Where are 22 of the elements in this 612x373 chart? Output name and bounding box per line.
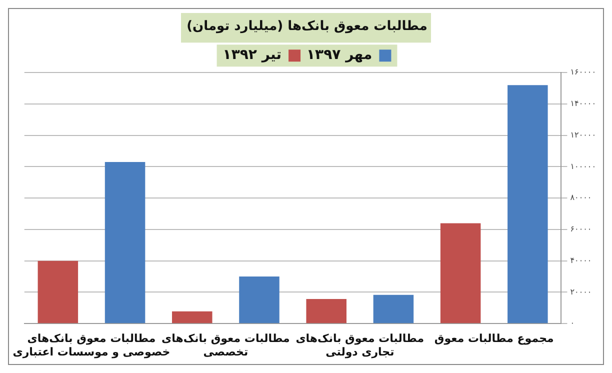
y-tick-label: ۶۰۰۰۰ xyxy=(570,224,592,234)
y-tick-label: ۱۶۰۰۰۰ xyxy=(570,68,596,77)
bar xyxy=(239,276,280,324)
x-tick-label: مطالبات معوق بانک‌های تجاری دولتی xyxy=(296,332,424,358)
y-tick-label: ۲۰۰۰۰ xyxy=(570,287,592,296)
y-tick-label: ۴۰۰۰۰ xyxy=(570,256,592,265)
bar xyxy=(440,223,481,324)
legend-label: مهر ۱۳۹۷ xyxy=(306,47,372,64)
y-tick-label: ۰ xyxy=(570,318,575,328)
bar xyxy=(306,298,346,324)
chart-title: مطالبات معوق بانک‌ها (میلیارد تومان) xyxy=(186,19,428,34)
y-tick-label: ۱۰۰۰۰۰ xyxy=(570,162,596,171)
y-tick-label: ۱۴۰۰۰۰ xyxy=(570,99,596,108)
y-tick-label: ۸۰۰۰۰ xyxy=(570,193,592,202)
bar xyxy=(508,85,548,324)
y-tick-label: ۱۲۰۰۰۰ xyxy=(570,130,596,140)
bar xyxy=(104,162,146,324)
bar xyxy=(373,294,414,324)
bar xyxy=(38,260,78,324)
legend-label: تیر ۱۳۹۲ xyxy=(222,47,282,64)
bar xyxy=(172,311,212,324)
x-tick-label: مجموع مطالبات معوق xyxy=(434,332,554,346)
